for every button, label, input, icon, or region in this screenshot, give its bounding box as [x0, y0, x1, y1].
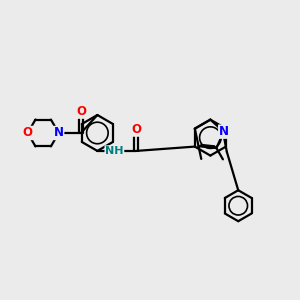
- Text: N: N: [54, 127, 64, 140]
- Text: O: O: [23, 127, 33, 140]
- Text: N: N: [219, 125, 229, 138]
- Text: O: O: [131, 123, 141, 136]
- Text: NH: NH: [105, 146, 124, 156]
- Text: O: O: [76, 105, 86, 118]
